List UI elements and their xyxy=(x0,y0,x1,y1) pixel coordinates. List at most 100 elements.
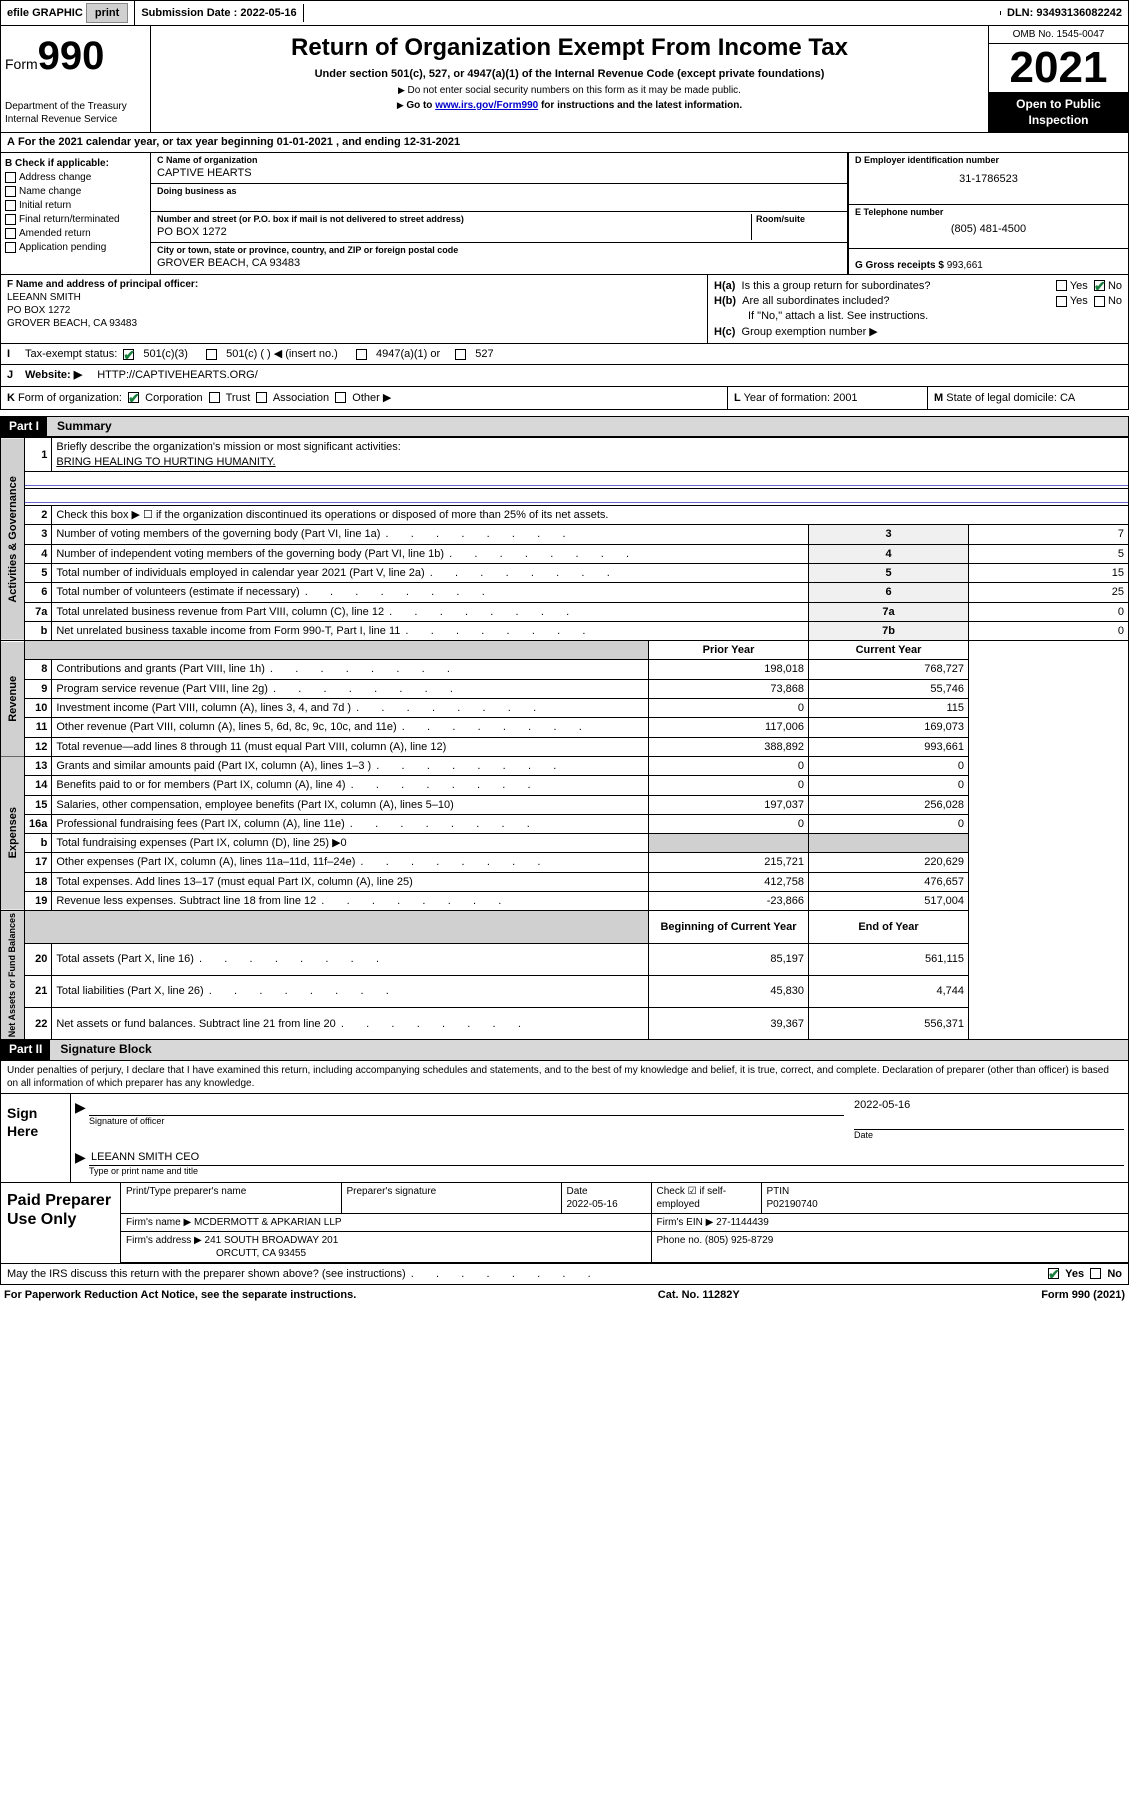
section-fh: F Name and address of principal officer:… xyxy=(0,275,1129,344)
exp-row-13: Expenses 13Grants and similar amounts pa… xyxy=(1,756,1129,775)
form-header: Form990 Department of the Treasury Inter… xyxy=(0,26,1129,133)
rev-row-12: 12Total revenue—add lines 8 through 11 (… xyxy=(1,737,1129,756)
section-f: F Name and address of principal officer:… xyxy=(1,275,708,343)
sidelabel-expenses: Expenses xyxy=(1,756,25,910)
part2-badge: Part II xyxy=(1,1040,50,1060)
prep-sig-hdr: Preparer's signature xyxy=(341,1183,561,1214)
header-left: Form990 Department of the Treasury Inter… xyxy=(1,26,151,132)
firm-ein-cell: Firm's EIN ▶ 27-1144439 xyxy=(651,1213,1128,1231)
firm-name-cell: Firm's name ▶ MCDERMOTT & APKARIAN LLP xyxy=(121,1213,651,1231)
discuss-no[interactable] xyxy=(1090,1268,1101,1279)
discuss-yes[interactable] xyxy=(1048,1268,1059,1279)
h-c-line: H(c) Group exemption number ▶ xyxy=(714,325,1122,339)
h-b-line: H(b) Are all subordinates included? Yes … xyxy=(714,294,1122,308)
mission-text: BRING HEALING TO HURTING HUMANITY. xyxy=(56,456,275,468)
chk-4947[interactable] xyxy=(356,349,367,360)
gov-row-5: 5 Total number of individuals employed i… xyxy=(1,563,1129,582)
na-header: Net Assets or Fund Balances Beginning of… xyxy=(1,911,1129,943)
rev-row-11: 11Other revenue (Part VIII, column (A), … xyxy=(1,718,1129,737)
chk-trust[interactable] xyxy=(209,392,220,403)
paperwork-notice: For Paperwork Reduction Act Notice, see … xyxy=(4,1288,356,1302)
sign-date: 2022-05-16 xyxy=(854,1098,1124,1112)
section-k: K Form of organization: Corporation Trus… xyxy=(1,387,728,409)
exp-row-16b: bTotal fundraising expenses (Part IX, co… xyxy=(1,834,1129,853)
sidelabel-governance: Activities & Governance xyxy=(1,438,25,641)
h-a-line: H(a) Is this a group return for subordin… xyxy=(714,279,1122,293)
part2-title: Signature Block xyxy=(50,1040,1128,1060)
form-ref: Form 990 (2021) xyxy=(1041,1288,1125,1302)
firm-phone-cell: Phone no. (805) 925-8729 xyxy=(651,1231,1128,1262)
gov-row-7b: b Net unrelated business taxable income … xyxy=(1,621,1129,640)
sidelabel-revenue: Revenue xyxy=(1,641,25,757)
irs-link[interactable]: www.irs.gov/Form990 xyxy=(435,100,538,111)
rev-header: Revenue Prior Year Current Year xyxy=(1,641,1129,660)
preparer-table: Print/Type preparer's name Preparer's si… xyxy=(121,1183,1128,1263)
print-button[interactable]: print xyxy=(86,3,128,23)
na-row-21: 21Total liabilities (Part X, line 26)45,… xyxy=(1,975,1129,1007)
omb-number: OMB No. 1545-0047 xyxy=(989,26,1128,44)
exp-row-18: 18Total expenses. Add lines 13–17 (must … xyxy=(1,872,1129,891)
paid-preparer-block: Paid Preparer Use Only Print/Type prepar… xyxy=(1,1182,1128,1263)
signature-declaration: Under penalties of perjury, I declare th… xyxy=(1,1061,1128,1094)
department-label: Department of the Treasury Internal Reve… xyxy=(5,100,146,126)
gov-row-4: 4 Number of independent voting members o… xyxy=(1,544,1129,563)
paid-preparer-label: Paid Preparer Use Only xyxy=(1,1183,121,1263)
gov-row-6: 6 Total number of volunteers (estimate i… xyxy=(1,583,1129,602)
prep-selfemp-cell: Check ☑ if self-employed xyxy=(651,1183,761,1214)
section-h: H(a) Is this a group return for subordin… xyxy=(708,275,1128,343)
dln-cell: DLN: 93493136082242 xyxy=(1001,4,1128,22)
h-b-note: If "No," attach a list. See instructions… xyxy=(714,309,1122,323)
summary-table: Activities & Governance 1 Briefly descri… xyxy=(0,437,1129,1040)
submission-date-cell: Submission Date : 2022-05-16 xyxy=(135,4,303,22)
officer-name-line: ▶LEEANN SMITH CEO xyxy=(89,1148,1124,1166)
tax-year: 2021 xyxy=(989,44,1128,92)
part1-header: Part I Summary xyxy=(0,416,1129,438)
form-number: Form990 xyxy=(5,30,146,82)
rev-row-8: 8Contributions and grants (Part VIII, li… xyxy=(1,660,1129,679)
prep-date-cell: Date2022-05-16 xyxy=(561,1183,651,1214)
chk-name-change[interactable]: Name change xyxy=(5,185,146,198)
chk-corporation[interactable] xyxy=(128,392,139,403)
chk-final-return[interactable]: Final return/terminated xyxy=(5,213,146,226)
chk-association[interactable] xyxy=(256,392,267,403)
exp-row-15: 15Salaries, other compensation, employee… xyxy=(1,795,1129,814)
section-m: M State of legal domicile: CA xyxy=(928,387,1128,409)
prep-name-hdr: Print/Type preparer's name xyxy=(121,1183,341,1214)
chk-other[interactable] xyxy=(335,392,346,403)
sidelabel-netassets: Net Assets or Fund Balances xyxy=(1,911,25,1040)
section-b: B Check if applicable: Address change Na… xyxy=(1,153,151,274)
na-row-20: 20Total assets (Part X, line 16)85,19756… xyxy=(1,943,1129,975)
part2-header: Part II Signature Block xyxy=(0,1040,1129,1061)
dba-cell: Doing business as xyxy=(151,184,847,212)
row-klm: K Form of organization: Corporation Trus… xyxy=(0,387,1129,410)
chk-initial-return[interactable]: Initial return xyxy=(5,199,146,212)
website-value: HTTP://CAPTIVEHEARTS.ORG/ xyxy=(97,368,258,382)
chk-501c[interactable] xyxy=(206,349,217,360)
part1-badge: Part I xyxy=(1,417,47,437)
chk-application-pending[interactable]: Application pending xyxy=(5,241,146,254)
rev-row-9: 9Program service revenue (Part VIII, lin… xyxy=(1,679,1129,698)
sign-date-label: Date xyxy=(854,1130,1124,1142)
row-a-tax-year: A For the 2021 calendar year, or tax yea… xyxy=(0,133,1129,152)
part1-title: Summary xyxy=(47,417,1128,437)
chk-501c3[interactable] xyxy=(123,349,134,360)
telephone-cell: E Telephone number (805) 481-4500 xyxy=(849,205,1128,249)
chk-amended-return[interactable]: Amended return xyxy=(5,227,146,240)
gross-receipts-cell: G Gross receipts $ 993,661 xyxy=(849,249,1128,274)
officer-name-label: Type or print name and title xyxy=(89,1166,1124,1178)
block-bcd: B Check if applicable: Address change Na… xyxy=(0,153,1129,275)
gov-row-7a: 7a Total unrelated business revenue from… xyxy=(1,602,1129,621)
city-cell: City or town, state or province, country… xyxy=(151,243,847,273)
row-j: J Website: ▶ HTTP://CAPTIVEHEARTS.ORG/ xyxy=(0,365,1129,386)
gov-row-3: 3 Number of voting members of the govern… xyxy=(1,525,1129,544)
cat-no: Cat. No. 11282Y xyxy=(658,1288,740,1302)
officer-signature-line[interactable]: ▶ xyxy=(89,1098,844,1116)
chk-address-change[interactable]: Address change xyxy=(5,171,146,184)
chk-527[interactable] xyxy=(455,349,466,360)
q2-num: 2 xyxy=(25,506,52,525)
section-c: C Name of organization CAPTIVE HEARTS Do… xyxy=(151,153,1128,274)
rev-row-10: 10Investment income (Part VIII, column (… xyxy=(1,699,1129,718)
efile-label: efile GRAPHIC print xyxy=(1,1,135,25)
header-middle: Return of Organization Exempt From Incom… xyxy=(151,26,988,132)
officer-signature-label: Signature of officer xyxy=(89,1116,844,1128)
